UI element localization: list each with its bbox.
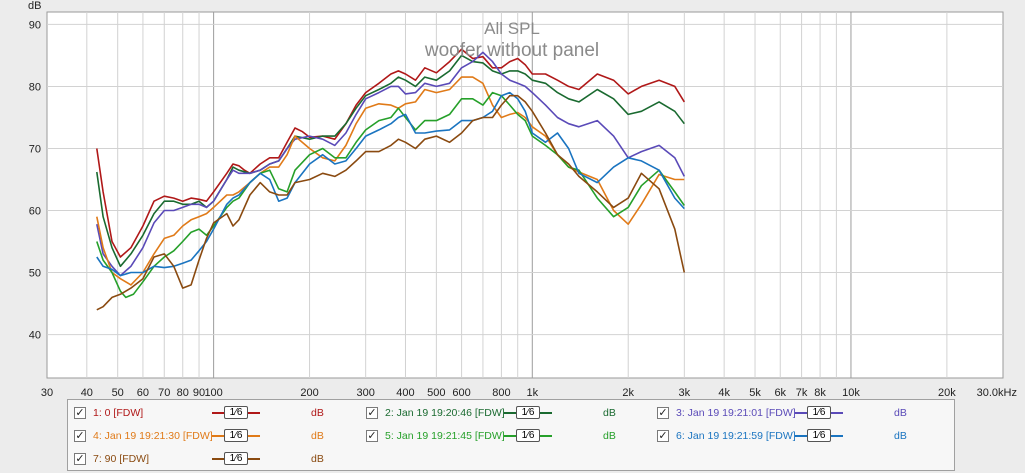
y-tick-label: 90 — [29, 19, 41, 31]
smoothing-button[interactable]: 1⁄6 — [224, 406, 248, 419]
y-tick-label: 50 — [29, 268, 41, 280]
x-tick-label: 20k — [938, 387, 956, 399]
x-tick-label: 300 — [356, 387, 374, 399]
series-unit: dB — [311, 407, 324, 419]
y-axis: 40 50 60 70 80 90 — [29, 19, 41, 341]
x-tick-label: 30 — [41, 387, 53, 399]
legend-item[interactable]: ✓ 4: Jan 19 19:21:30 [FDW] 1⁄6 dB — [74, 427, 364, 447]
x-axis: 30 40 50 60 70 80 90 100 200 300 400 500 600 800 1k 2k 3… — [41, 387, 1017, 399]
series-unit: dB — [311, 453, 324, 465]
x-tick-label: 40 — [81, 387, 93, 399]
series-checkbox[interactable]: ✓ — [74, 406, 86, 419]
chart-subtitle: woofer without panel — [424, 40, 599, 61]
x-tick-label: 10k — [842, 387, 860, 399]
x-tick-label: 800 — [492, 387, 510, 399]
x-tick-label: 500 — [427, 387, 445, 399]
series-name: 2: Jan 19 19:20:46 [FDW] — [385, 407, 505, 419]
x-tick-label: 50 — [112, 387, 124, 399]
smoothing-button[interactable]: 1⁄6 — [224, 452, 248, 465]
x-tick-label: 6k — [774, 387, 786, 399]
series-unit: dB — [311, 430, 324, 442]
series-name: 3: Jan 19 19:21:01 [FDW] — [676, 407, 796, 419]
x-tick-label: 100 — [204, 387, 222, 399]
x-tick-label: 5k — [749, 387, 761, 399]
series-line — [96, 91, 685, 277]
series-line — [96, 94, 686, 311]
y-tick-label: 40 — [29, 330, 41, 342]
legend-item[interactable]: ✓ 7: 90 [FDW] 1⁄6 dB — [74, 450, 364, 470]
curves — [96, 48, 686, 311]
x-tick-label: 4k — [718, 387, 730, 399]
legend-item[interactable]: ✓ 6: Jan 19 19:21:59 [FDW] 1⁄6 dB — [657, 427, 947, 447]
series-checkbox[interactable]: ✓ — [74, 452, 86, 465]
series-unit: dB — [603, 407, 616, 419]
series-checkbox[interactable]: ✓ — [657, 429, 669, 442]
x-tick-label: 400 — [396, 387, 414, 399]
x-tick-label: 60 — [137, 387, 149, 399]
legend-item[interactable]: ✓ 2: Jan 19 19:20:46 [FDW] 1⁄6 dB — [366, 404, 656, 424]
series-checkbox[interactable]: ✓ — [366, 429, 378, 442]
series-name: 5: Jan 19 19:21:45 [FDW] — [385, 430, 505, 442]
series-unit: dB — [603, 430, 616, 442]
x-tick-label: 30.0kHz — [977, 387, 1017, 399]
x-tick-label: 2k — [622, 387, 634, 399]
series-line — [96, 91, 685, 299]
series-name: 4: Jan 19 19:21:30 [FDW] — [93, 430, 213, 442]
y-tick-label: 70 — [29, 143, 41, 155]
series-line — [96, 51, 686, 277]
x-tick-label: 1k — [526, 387, 538, 399]
series-line — [96, 48, 685, 258]
legend-item[interactable]: ✓ 3: Jan 19 19:21:01 [FDW] 1⁄6 dB — [657, 404, 947, 424]
series-checkbox[interactable]: ✓ — [74, 429, 86, 442]
legend-item[interactable]: ✓ 5: Jan 19 19:21:45 [FDW] 1⁄6 dB — [366, 427, 656, 447]
series-name: 1: 0 [FDW] — [93, 407, 144, 419]
x-tick-label: 70 — [158, 387, 170, 399]
x-tick-label: 600 — [452, 387, 470, 399]
x-tick-label: 80 — [177, 387, 189, 399]
smoothing-button[interactable]: 1⁄6 — [516, 406, 540, 419]
series-name: 7: 90 [FDW] — [93, 453, 150, 465]
plot-area — [46, 11, 1004, 379]
x-tick-label: 7k — [796, 387, 808, 399]
chart-title: All SPL — [484, 19, 540, 38]
series-name: 6: Jan 19 19:21:59 [FDW] — [676, 430, 796, 442]
x-tick-label: 90 — [193, 387, 205, 399]
smoothing-button[interactable]: 1⁄6 — [516, 429, 540, 442]
series-unit: dB — [894, 407, 907, 419]
x-tick-label: 200 — [300, 387, 318, 399]
y-tick-label: 60 — [29, 206, 41, 218]
series-checkbox[interactable]: ✓ — [366, 406, 378, 419]
legend-item[interactable]: ✓ 1: 0 [FDW] 1⁄6 dB — [74, 404, 364, 424]
x-tick-label: 3k — [679, 387, 691, 399]
y-axis-label: dB — [28, 0, 41, 12]
series-unit: dB — [894, 430, 907, 442]
smoothing-button[interactable]: 1⁄6 — [807, 406, 831, 419]
x-tick-label: 8k — [814, 387, 826, 399]
legend-panel: ✓ 1: 0 [FDW] 1⁄6 dB ✓ 2: Jan 19 19:20:46… — [67, 399, 955, 471]
y-tick-label: 80 — [29, 81, 41, 93]
series-checkbox[interactable]: ✓ — [657, 406, 669, 419]
series-line — [96, 54, 685, 268]
smoothing-button[interactable]: 1⁄6 — [224, 429, 248, 442]
smoothing-button[interactable]: 1⁄6 — [807, 429, 831, 442]
